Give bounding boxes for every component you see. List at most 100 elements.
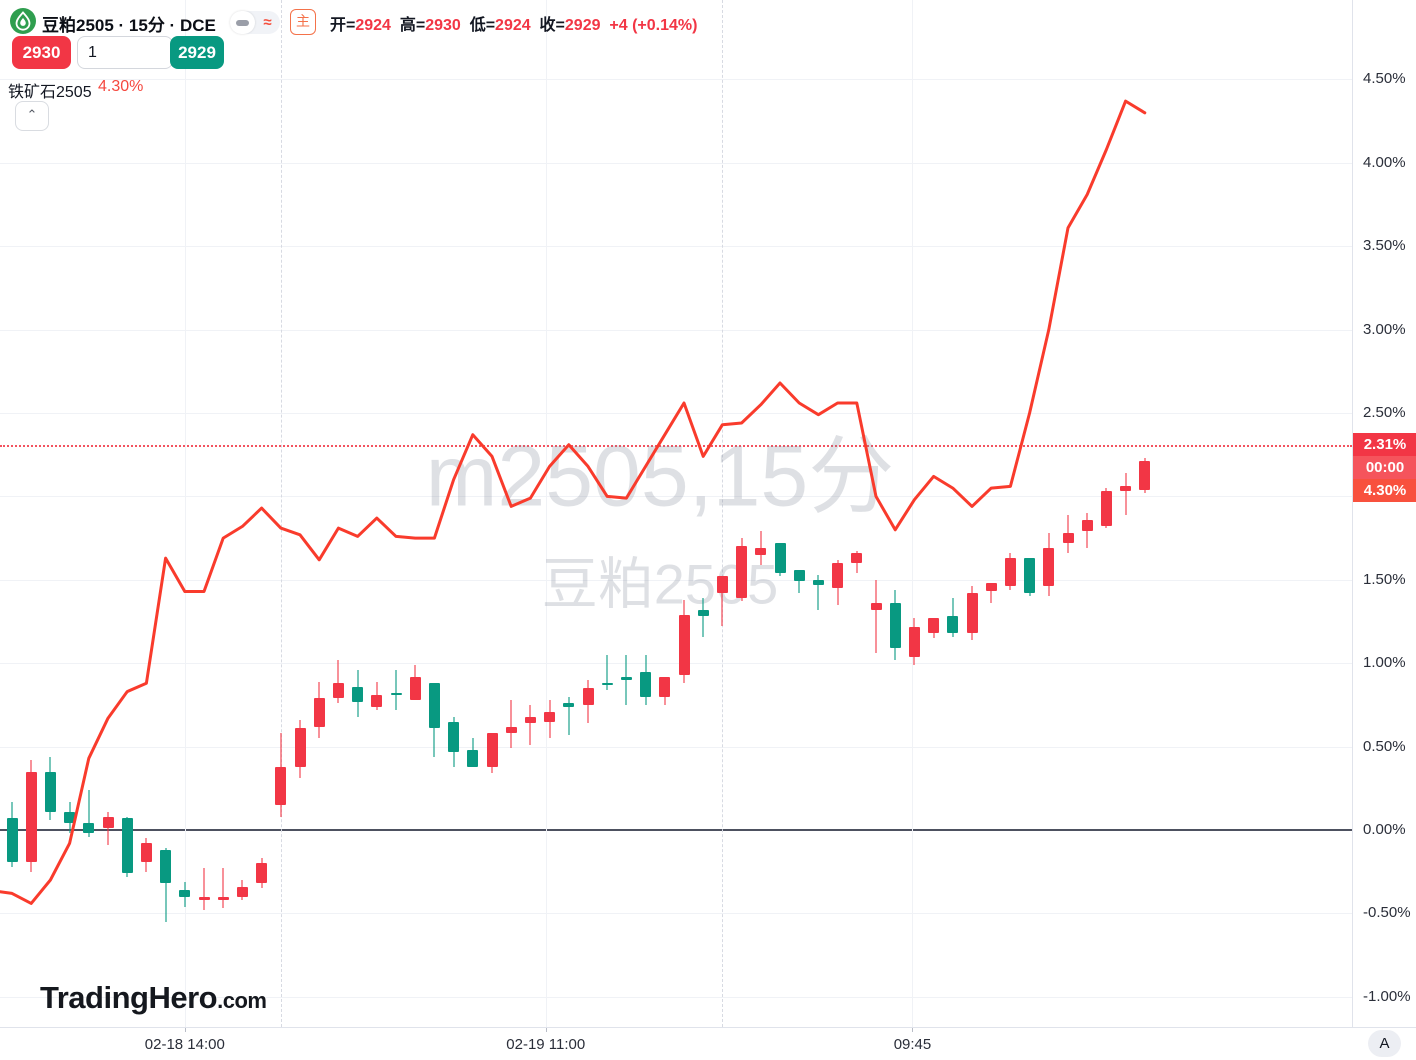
candle-body: [390, 693, 402, 696]
gridline-v: [184, 0, 186, 1027]
gridline-h: [0, 329, 1352, 331]
gridline-h: [0, 663, 1352, 665]
candle-body: [697, 609, 709, 617]
candle-body: [236, 886, 248, 897]
time-axis[interactable]: 02-18 14:00 02-19 11:00 09:45: [0, 1027, 1416, 1060]
candle-body: [889, 603, 901, 649]
candle-body: [1139, 461, 1151, 490]
candle-wick: [395, 669, 397, 710]
candle-wick: [721, 576, 724, 627]
candle-body: [1004, 558, 1016, 587]
candle-body: [25, 771, 37, 862]
candle-wick: [817, 574, 820, 610]
candle-body: [870, 603, 882, 610]
candle-body: [313, 698, 325, 727]
candle-wick: [510, 699, 513, 749]
candle-body: [966, 593, 978, 634]
candle-body: [928, 618, 940, 634]
candle-body: [217, 896, 229, 901]
price-tick-label: 1.50%: [1363, 570, 1406, 588]
candle-body: [294, 728, 306, 767]
candle-body: [140, 843, 152, 862]
candle-wick: [606, 654, 609, 690]
chart-area[interactable]: m2505,15分 豆粕2505: [0, 0, 1352, 1027]
candle-body: [1081, 519, 1093, 532]
last-price-badge: 2.31%: [1353, 433, 1416, 456]
candle-body: [640, 671, 652, 697]
candle-wick: [875, 579, 877, 654]
adjust-scale-button[interactable]: A: [1368, 1030, 1401, 1057]
candle-body: [256, 863, 268, 884]
bar-countdown-badge: 00:00: [1353, 456, 1416, 479]
candle-body: [601, 683, 613, 686]
ohlc-readout: 开=2924 高=2930 低=2924 收=2929 +4 (+0.14%): [330, 17, 698, 34]
candle-wick: [107, 811, 109, 845]
gridline-h: [0, 246, 1352, 248]
price-tick-label: -0.50%: [1363, 904, 1411, 922]
change-value: +4 (+0.14%): [609, 17, 698, 34]
candle-body: [851, 553, 863, 564]
candle-body: [582, 688, 594, 705]
tradinghero-logo: TradingHero.com: [40, 980, 267, 1015]
price-tick-label: 2.50%: [1363, 404, 1406, 421]
candle-wick: [222, 868, 225, 909]
price-tick-label: -1.00%: [1363, 987, 1411, 1005]
price-tick-label: 4.00%: [1363, 153, 1406, 171]
gridline-v: [545, 0, 547, 1027]
candle-body: [428, 683, 440, 729]
collapse-panel-button[interactable]: ⌃: [15, 101, 49, 131]
candle-wick: [625, 654, 628, 705]
minimized-dash-icon: [236, 19, 249, 26]
price-tick-label: 4.50%: [1363, 70, 1406, 88]
candle-body: [774, 543, 786, 574]
time-tick: [545, 1028, 547, 1032]
candle-style-segment[interactable]: [230, 11, 255, 34]
session-break-line: [722, 0, 724, 1027]
gridline-h: [0, 162, 1352, 164]
candle-body: [198, 896, 210, 901]
quantity-input[interactable]: 1: [77, 36, 173, 69]
open-value: 2924: [355, 17, 391, 34]
candle-body: [505, 726, 517, 734]
candle-body: [947, 616, 959, 634]
time-tick-label: 02-18 14:00: [144, 1036, 225, 1053]
time-tick: [184, 1028, 186, 1032]
price-tick-label: 0.50%: [1363, 737, 1406, 755]
candle-wick: [567, 696, 570, 735]
candle-body: [620, 676, 632, 680]
candle-body: [1062, 533, 1074, 544]
gridline-h: [0, 829, 1352, 831]
time-tick-label: 09:45: [893, 1036, 932, 1053]
candle-body: [352, 686, 364, 702]
price-tick-label: 3.50%: [1363, 237, 1406, 255]
candle-body: [985, 583, 997, 592]
candle-body: [83, 823, 95, 834]
session-break-line: [280, 0, 282, 1027]
approx-line-icon[interactable]: ≈: [263, 14, 272, 31]
overlay-line-series: [0, 99, 1147, 905]
candle-wick: [702, 598, 705, 637]
gridline-h: [0, 496, 1352, 498]
price-axis[interactable]: 4.50%4.00%3.50%3.00%2.50%2.00%1.50%1.00%…: [1352, 0, 1416, 1027]
main-indicator-badge[interactable]: 主: [290, 9, 316, 35]
candle-wick: [529, 704, 532, 745]
low-value: 2924: [495, 17, 531, 34]
series-style-toggle[interactable]: ≈: [230, 11, 280, 34]
gridline-v: [912, 0, 914, 1027]
overlay-symbol-label[interactable]: 铁矿石2505: [8, 84, 92, 101]
buy-price-button[interactable]: 2929: [170, 36, 224, 69]
candle-body: [659, 676, 671, 697]
candle-body: [793, 569, 805, 582]
candle-wick: [87, 789, 90, 837]
candle-wick: [203, 868, 205, 911]
price-tick-label: 1.00%: [1363, 654, 1406, 672]
candle-wick: [164, 848, 167, 922]
overlay-change-label: 4.30%: [98, 78, 144, 95]
candle-body: [1024, 558, 1036, 594]
candle-body: [1100, 491, 1112, 527]
candle-body: [486, 733, 498, 767]
sell-price-button[interactable]: 2930: [12, 36, 71, 69]
gridline-h: [0, 79, 1352, 81]
symbol-title[interactable]: 豆粕2505 · 15分 · DCE: [42, 16, 216, 35]
